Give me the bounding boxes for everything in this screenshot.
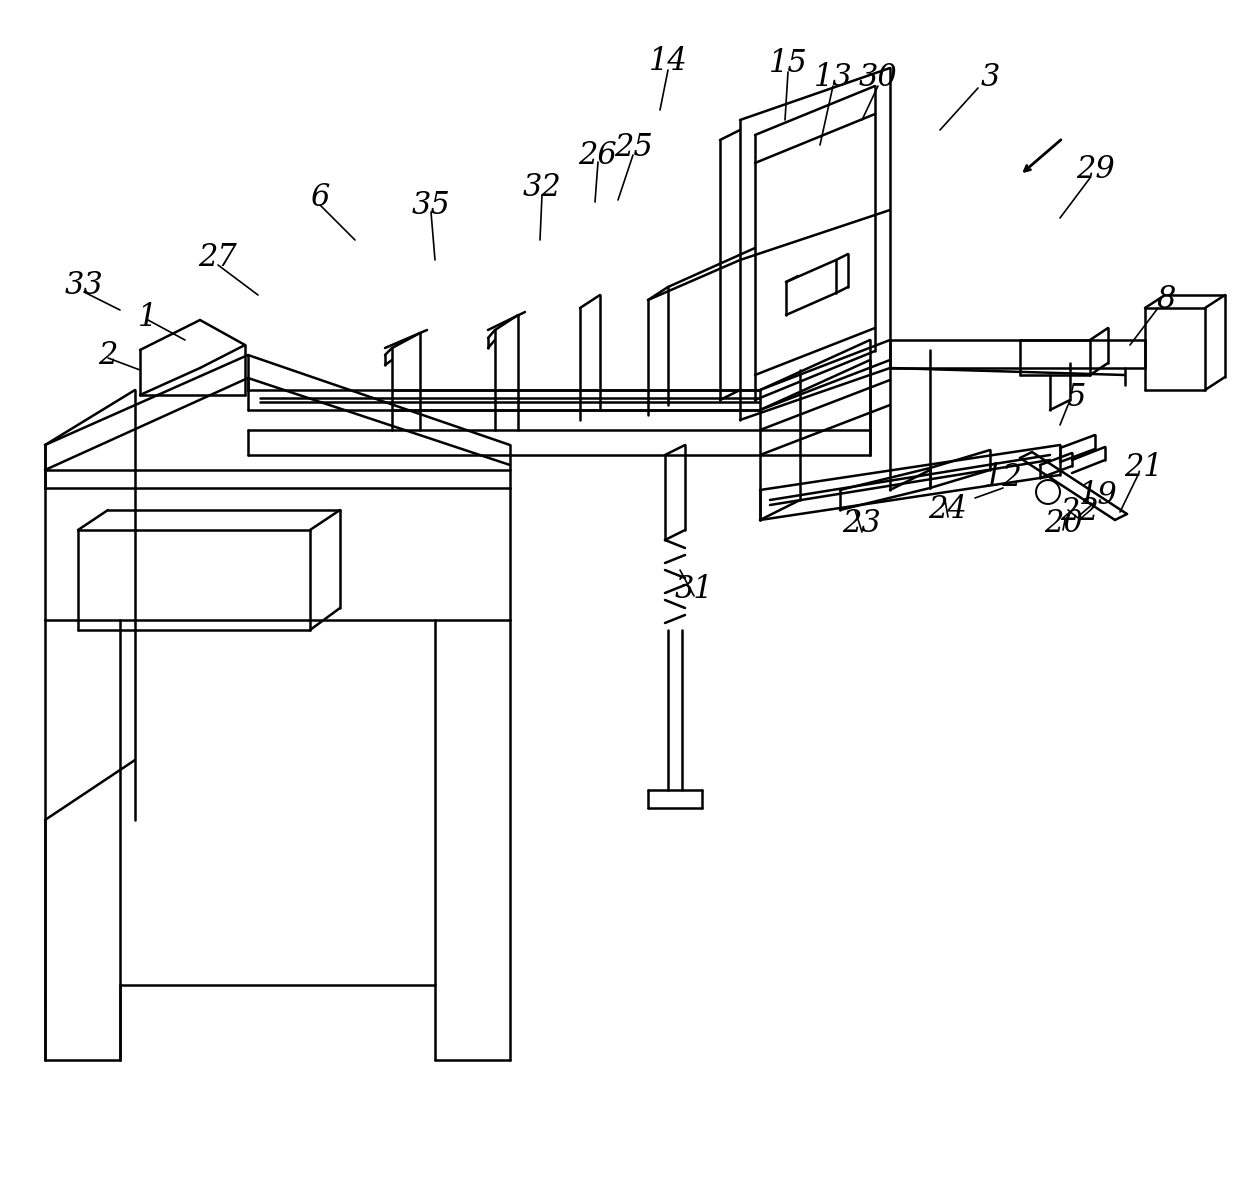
Text: 13: 13 [813, 62, 852, 94]
Text: 1: 1 [139, 303, 157, 333]
Text: 30: 30 [858, 62, 898, 94]
Text: 35: 35 [412, 189, 450, 220]
Text: 26: 26 [579, 139, 618, 170]
Text: 31: 31 [675, 574, 713, 605]
Text: 3: 3 [981, 62, 999, 94]
Text: 19: 19 [1079, 480, 1117, 511]
Text: 6: 6 [310, 182, 330, 213]
Text: 21: 21 [1123, 453, 1162, 484]
Text: 2: 2 [98, 339, 118, 370]
Text: 27: 27 [198, 243, 237, 274]
Text: 23: 23 [843, 509, 882, 540]
Text: 29: 29 [1076, 155, 1115, 186]
Text: 14: 14 [649, 46, 687, 77]
Text: 25: 25 [614, 132, 652, 163]
Text: 8: 8 [1157, 285, 1176, 316]
Text: 12: 12 [983, 462, 1022, 493]
Text: 32: 32 [522, 173, 562, 204]
Text: 33: 33 [64, 269, 103, 300]
Text: 20: 20 [1044, 509, 1083, 540]
Text: 24: 24 [929, 494, 967, 525]
Text: 15: 15 [769, 49, 807, 80]
Text: 22: 22 [1060, 497, 1100, 528]
Text: 5: 5 [1066, 382, 1086, 413]
